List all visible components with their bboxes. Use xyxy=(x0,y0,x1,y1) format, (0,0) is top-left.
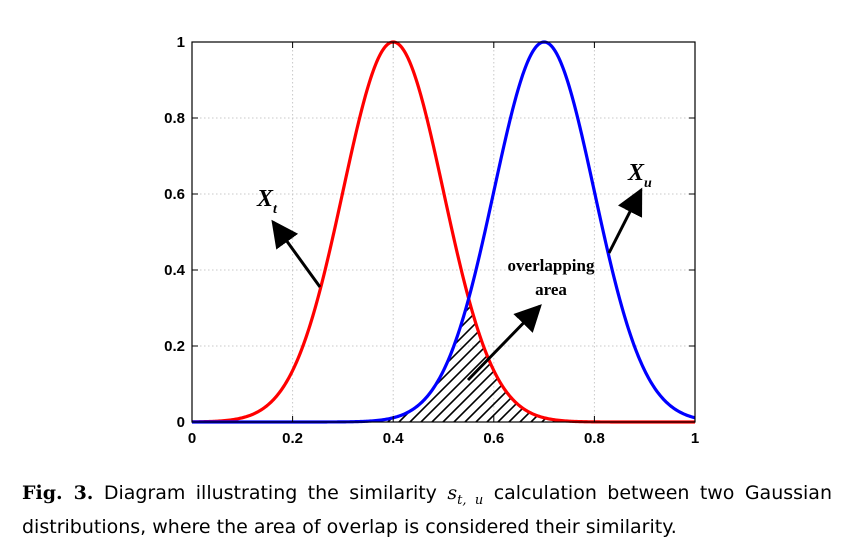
xt-arrow xyxy=(271,219,322,288)
hatch-line xyxy=(192,298,215,422)
hatch-line xyxy=(729,222,849,422)
label-xu: Xu xyxy=(627,160,652,191)
tick-labels: 0 0.2 0.4 0.6 0.8 1 0 0.2 0.4 0.6 0.8 1 xyxy=(164,34,699,447)
x-tick-label: 0.2 xyxy=(282,430,303,447)
figure-caption: Fig. 3. Diagram illustrating the similar… xyxy=(22,480,832,540)
plot-frame xyxy=(191,41,696,423)
y-tick-label: 0.8 xyxy=(164,110,185,127)
hatch-line xyxy=(673,298,695,422)
hatch-line xyxy=(839,222,849,422)
x-tick-label: 1 xyxy=(691,430,699,447)
caption-text-after: calculation between two Gaussian distrib… xyxy=(22,482,832,538)
y-tick-label: 0.4 xyxy=(164,262,186,279)
label-xt: Xt xyxy=(256,186,278,217)
hatch-line xyxy=(696,222,849,422)
hatch-line xyxy=(192,298,193,422)
hatch-line xyxy=(740,222,849,422)
hatch-line xyxy=(718,222,849,422)
xu-arrow xyxy=(607,187,643,254)
caption-math: st, u xyxy=(447,482,484,508)
hatch-line xyxy=(762,222,849,422)
overlap-label-line2: area xyxy=(535,280,567,299)
hatch-line xyxy=(773,222,849,422)
caption-text-before: Diagram illustrating the similarity xyxy=(93,482,448,504)
y-tick-label: 0 xyxy=(177,414,185,431)
overlap-arrow xyxy=(466,304,542,382)
overlap-label-line1: overlapping xyxy=(508,256,595,275)
chart: 0 0.2 0.4 0.6 0.8 1 0 0.2 0.4 0.6 0.8 1 Xt Xu overl… xyxy=(164,34,849,447)
y-tick-label: 1 xyxy=(177,34,185,51)
hatch-line xyxy=(828,222,849,422)
hatch-line xyxy=(192,298,204,422)
y-tick-label: 0.2 xyxy=(164,338,185,355)
ticks xyxy=(191,41,696,423)
grid xyxy=(192,42,695,422)
y-tick-label: 0.6 xyxy=(164,186,185,203)
hatch-line xyxy=(707,222,849,422)
x-tick-label: 0 xyxy=(188,430,196,447)
x-tick-label: 0.6 xyxy=(483,430,504,447)
hatch-line xyxy=(751,222,849,422)
x-tick-label: 0.8 xyxy=(584,430,605,447)
x-tick-label: 0.4 xyxy=(383,430,405,447)
hatch-line xyxy=(817,222,849,422)
figure-label: Fig. 3. xyxy=(22,482,94,504)
hatch-line xyxy=(784,222,849,422)
hatch-line xyxy=(795,222,849,422)
hatch-line xyxy=(806,222,849,422)
hatch-line xyxy=(684,298,695,422)
